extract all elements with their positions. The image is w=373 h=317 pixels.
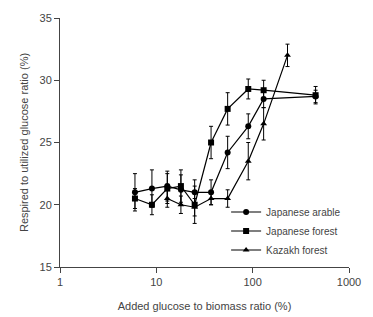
svg-text:15: 15 <box>40 261 52 273</box>
svg-text:100: 100 <box>243 276 261 288</box>
svg-text:30: 30 <box>40 74 52 86</box>
svg-text:20: 20 <box>40 199 52 211</box>
svg-text:Japanese arable: Japanese arable <box>266 207 340 218</box>
svg-text:10: 10 <box>150 276 162 288</box>
svg-text:35: 35 <box>40 12 52 24</box>
svg-text:Added glucose to biomass ratio: Added glucose to biomass ratio (%) <box>118 300 292 312</box>
svg-text:1: 1 <box>57 276 63 288</box>
svg-text:Kazakh forest: Kazakh forest <box>266 245 327 256</box>
svg-text:25: 25 <box>40 136 52 148</box>
svg-text:1000: 1000 <box>337 276 361 288</box>
svg-text:Respired to utilized glucose r: Respired to utilized glucose ratio (%) <box>18 53 30 232</box>
svg-text:Japanese forest: Japanese forest <box>266 226 337 237</box>
